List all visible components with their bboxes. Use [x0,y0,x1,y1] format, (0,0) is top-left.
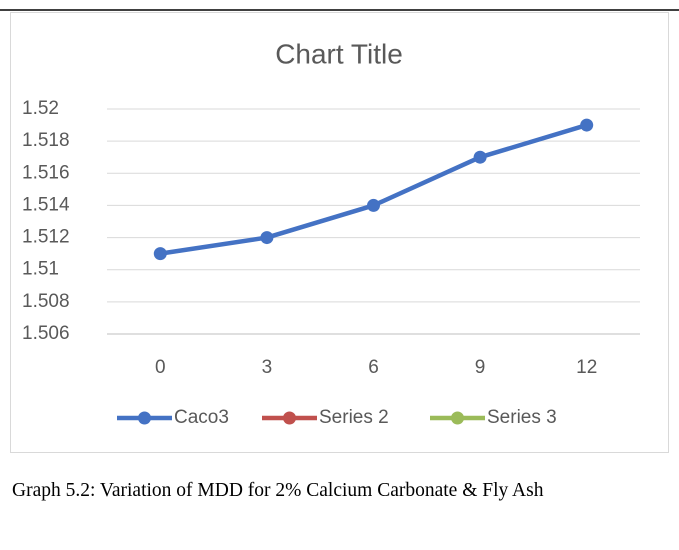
y-tick-label: 1.506 [22,323,70,344]
marker [473,150,487,164]
x-tick-label: 12 [576,357,597,378]
y-tick-label: 1.516 [22,162,70,183]
legend-marker [138,411,151,425]
y-tick-label: 1.52 [22,98,59,119]
marker [367,198,380,212]
marker [153,247,167,261]
x-tick-label: 6 [368,357,379,378]
y-tick-label: 1.512 [22,227,70,248]
legend-label: Series 3 [487,407,557,428]
caption: Graph 5.2: Variation of MDD for 2% Calci… [12,480,544,501]
legend-marker [451,411,464,425]
marker [260,231,274,245]
legend-marker [283,411,296,425]
y-tick-label: 1.514 [22,194,70,215]
marker [580,118,594,132]
legend-label: Series 2 [319,407,389,428]
legend-label: Caco3 [174,407,229,428]
x-tick-label: 9 [475,357,486,378]
x-tick-label: 0 [155,357,166,378]
chart-frame [10,12,669,453]
y-tick-label: 1.51 [22,259,59,280]
y-tick-label: 1.508 [22,291,70,312]
chart-title: Chart Title [275,38,403,69]
x-tick-label: 3 [262,357,273,378]
y-tick-label: 1.518 [22,130,70,151]
chart: Chart Title 1.506 1.508 1.51 1.512 1.514 1.51… [0,9,679,453]
